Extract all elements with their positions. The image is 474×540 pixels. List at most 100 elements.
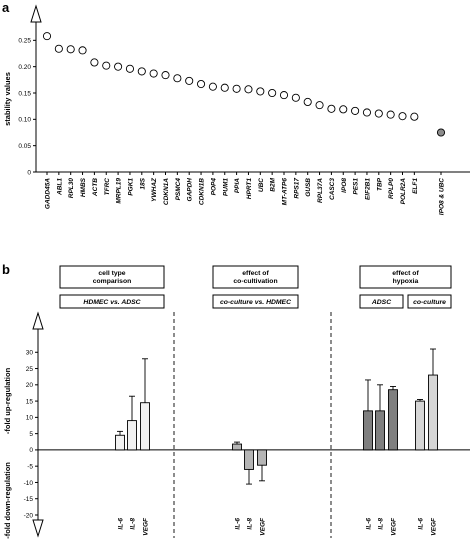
y-tick-label-a: 0.20 bbox=[18, 64, 31, 71]
y-tick-label-b: 25 bbox=[26, 366, 34, 373]
y-axis-title-up: -fold up-regulation bbox=[3, 367, 12, 434]
y-tick-label-b: -10 bbox=[24, 480, 34, 487]
data-point bbox=[125, 64, 134, 73]
x-tick-label-a: 18S bbox=[139, 177, 146, 189]
bar bbox=[115, 434, 125, 451]
y-tick-label-a: 0.10 bbox=[18, 117, 31, 124]
bar bbox=[257, 449, 267, 466]
bar bbox=[363, 410, 373, 451]
x-tick-label-a: POP4 bbox=[210, 178, 217, 196]
group-header-box bbox=[359, 265, 452, 289]
y-tick-label-a: 0.05 bbox=[18, 143, 31, 150]
x-tick-label-a: RPS17 bbox=[293, 178, 300, 199]
data-point bbox=[54, 44, 63, 53]
y-tick-label-b: -20 bbox=[24, 512, 34, 519]
bar-label: VEGF bbox=[431, 517, 438, 536]
group-header-text: cell type bbox=[98, 270, 125, 277]
y-tick-label-a: 0.15 bbox=[18, 90, 31, 97]
data-point bbox=[351, 106, 360, 115]
bar-label: VEGF bbox=[143, 517, 150, 536]
x-tick-label-a: UBC bbox=[258, 178, 265, 192]
panel-b-label: b bbox=[2, 262, 10, 277]
group-subheader-box bbox=[212, 294, 299, 309]
data-point bbox=[196, 79, 206, 89]
x-tick-label-a: PPIA bbox=[234, 178, 241, 193]
group-header-text: effect of bbox=[392, 270, 419, 277]
x-tick-label-a: GAPDH bbox=[187, 178, 194, 202]
x-tick-label-a: ACTB bbox=[92, 178, 99, 197]
x-tick-label-a: PUM1 bbox=[222, 178, 229, 196]
bar-label: VEGF bbox=[260, 517, 267, 536]
bar-label: IL-8 bbox=[247, 518, 254, 530]
x-tick-label-a: ABL1 bbox=[56, 178, 63, 196]
bar bbox=[428, 374, 438, 451]
data-point bbox=[386, 110, 395, 119]
group-header-text: co-cultivation bbox=[233, 278, 277, 285]
data-point bbox=[398, 112, 407, 121]
data-point bbox=[208, 82, 217, 91]
data-point bbox=[66, 45, 75, 54]
bar-label: IL-6 bbox=[235, 518, 242, 530]
y-axis-arrow-down bbox=[32, 519, 44, 538]
group-subheader-text: ADSC bbox=[371, 299, 391, 306]
x-tick-label-a: MT-ATP6 bbox=[282, 178, 289, 206]
x-tick-label-a: YWHAZ bbox=[151, 177, 158, 202]
x-tick-label-a: RPLP0 bbox=[388, 178, 395, 199]
y-tick-label-a: 0 bbox=[27, 169, 31, 176]
y-tick-label-b: 20 bbox=[26, 382, 34, 389]
group-subheader-text: co-culture vs. HDMEC bbox=[220, 299, 291, 306]
x-tick-label-a: HPRT1 bbox=[246, 178, 253, 200]
y-axis-title-a: stability values bbox=[3, 72, 12, 126]
y-axis-arrow-a bbox=[30, 4, 42, 23]
bar bbox=[244, 449, 254, 470]
group-subheader-box bbox=[407, 294, 452, 309]
y-tick-label-a: 0.25 bbox=[18, 38, 31, 45]
data-point bbox=[315, 101, 324, 110]
x-tick-label-a: PES1 bbox=[353, 178, 360, 195]
data-point bbox=[339, 105, 348, 114]
data-point bbox=[362, 108, 372, 117]
data-point bbox=[42, 32, 52, 41]
data-point bbox=[173, 74, 182, 83]
x-tick-label-a: IPO8 bbox=[341, 178, 348, 193]
data-point bbox=[279, 91, 289, 100]
data-point bbox=[149, 69, 158, 78]
data-point bbox=[220, 83, 229, 92]
group-header-text: comparison bbox=[93, 278, 132, 285]
x-tick-label-a: CASC3 bbox=[329, 178, 336, 200]
x-tick-label-a: POLR2A bbox=[400, 178, 407, 205]
data-point bbox=[374, 109, 383, 118]
bar bbox=[415, 400, 425, 451]
x-tick-label-a: ELF1 bbox=[412, 178, 419, 194]
bar-label: IL-8 bbox=[130, 518, 137, 530]
y-tick-label-b: -15 bbox=[24, 496, 34, 503]
data-point bbox=[244, 85, 253, 94]
x-tick-label-a: PGK1 bbox=[127, 178, 134, 196]
x-tick-label-a: PSMC4 bbox=[175, 178, 182, 201]
x-tick-label-a: GUSB bbox=[305, 178, 312, 197]
data-point bbox=[436, 128, 446, 137]
bar-label: IL-6 bbox=[118, 518, 125, 530]
data-point bbox=[327, 104, 336, 113]
group-header-text: hypoxia bbox=[393, 278, 419, 285]
x-tick-label-a: TFRC bbox=[104, 178, 111, 196]
y-tick-label-b: 0 bbox=[29, 447, 33, 454]
x-tick-label-a: CDKN1B bbox=[199, 178, 206, 205]
bar bbox=[388, 389, 398, 451]
y-axis-title-down: -fold down-regulation bbox=[3, 462, 12, 539]
data-point bbox=[410, 112, 419, 121]
group-subheader-box bbox=[59, 294, 165, 309]
group-header-box bbox=[59, 265, 165, 289]
group-subheader-text: co-culture bbox=[413, 299, 446, 306]
y-tick-label-b: 30 bbox=[26, 350, 34, 357]
bar-label: IL-8 bbox=[378, 518, 385, 530]
bar bbox=[127, 420, 137, 451]
y-tick-label-b: -5 bbox=[27, 463, 33, 470]
data-point bbox=[268, 88, 277, 98]
bar-label: VEGF bbox=[391, 517, 398, 536]
x-tick-label-a: EIF2B1 bbox=[364, 178, 371, 200]
x-tick-label-a: RPL37A bbox=[317, 178, 324, 203]
bar bbox=[232, 443, 242, 451]
regulation-chart: -20 -15 -10 -5 0 5 10 15 20 25 30 -fold up-regulati… bbox=[3, 265, 470, 539]
